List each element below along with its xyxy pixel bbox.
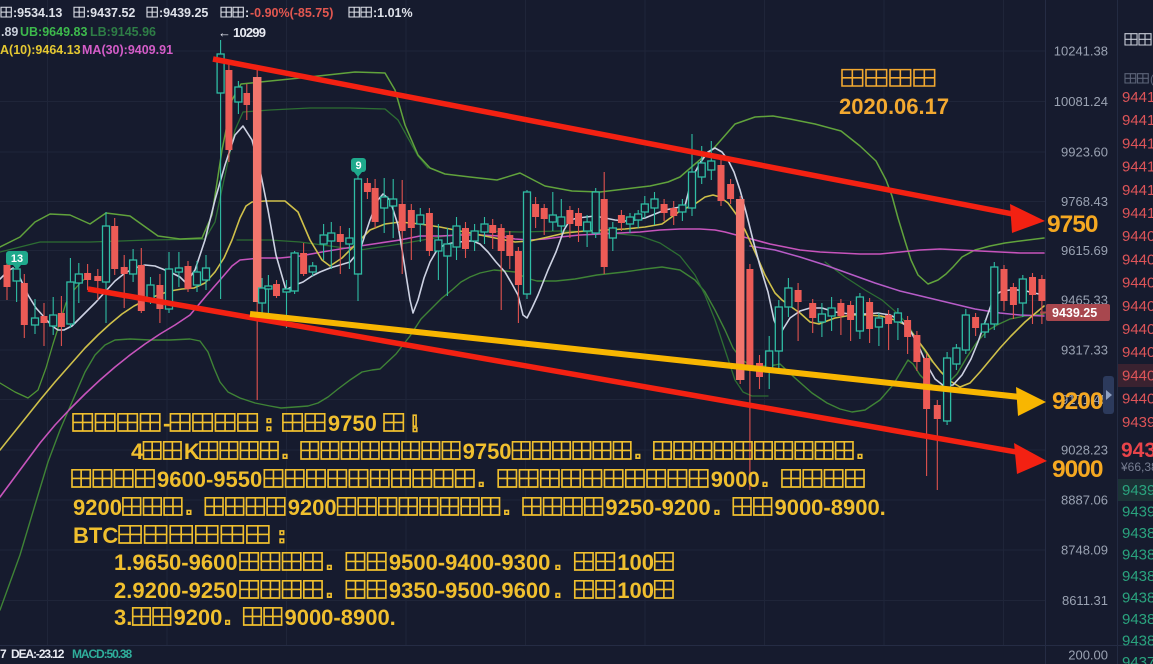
svg-text:4: 4	[131, 439, 144, 464]
svg-text:¥66,386.5: ¥66,386.5	[1120, 460, 1153, 474]
svg-text:2020.06.17: 2020.06.17	[839, 94, 949, 119]
svg-text:9750: 9750	[328, 411, 377, 436]
svg-text:9350-9500-9600: 9350-9500-9600	[389, 578, 550, 603]
svg-text::9534.13: :9534.13	[13, 6, 62, 20]
svg-text:9000: 9000	[711, 467, 760, 492]
svg-text:MA(30):9409.91: MA(30):9409.91	[82, 43, 173, 57]
svg-text:9500-9400-9300: 9500-9400-9300	[389, 550, 550, 575]
svg-text:9000-8900.: 9000-8900.	[284, 605, 395, 630]
svg-text:LB:9145.96: LB:9145.96	[90, 25, 156, 39]
svg-text:9439.2: 9439.2	[1121, 439, 1153, 462]
svg-text:10241.38: 10241.38	[1054, 44, 1108, 59]
svg-text:9441: 9441	[1122, 135, 1153, 152]
svg-text:9440: 9440	[1122, 275, 1153, 292]
svg-text:10081.24: 10081.24	[1054, 94, 1108, 109]
svg-text:1.9650-9600: 1.9650-9600	[114, 550, 238, 575]
svg-text:9440: 9440	[1122, 391, 1153, 408]
svg-text:9768.43: 9768.43	[1061, 194, 1108, 209]
svg-text:-0.90%(-85.75): -0.90%(-85.75)	[250, 6, 333, 20]
svg-text:13: 13	[11, 253, 23, 265]
svg-text:9438: 9438	[1122, 547, 1153, 564]
svg-text:2.9200-9250: 2.9200-9250	[114, 578, 238, 603]
svg-text:9440: 9440	[1122, 251, 1153, 268]
svg-text:9441: 9441	[1122, 159, 1153, 176]
svg-text:9440: 9440	[1122, 321, 1153, 338]
svg-text:9441: 9441	[1122, 89, 1153, 106]
svg-text:K: K	[184, 439, 200, 464]
svg-text:9171.45: 9171.45	[1061, 392, 1108, 407]
svg-text:MACD:50.38: MACD:50.38	[72, 647, 132, 661]
svg-text:9440: 9440	[1122, 344, 1153, 361]
svg-text:9439: 9439	[1122, 482, 1153, 499]
svg-text:9438: 9438	[1122, 590, 1153, 607]
svg-text:9200: 9200	[1052, 388, 1103, 415]
svg-text:9000-8900.: 9000-8900.	[774, 495, 885, 520]
svg-text:9600-9550: 9600-9550	[157, 467, 262, 492]
svg-text:UB:9649.83: UB:9649.83	[20, 25, 87, 39]
svg-text:100: 100	[617, 550, 654, 575]
svg-text:9200: 9200	[288, 495, 337, 520]
svg-text:100: 100	[617, 578, 654, 603]
svg-text:DEA:-23.12: DEA:-23.12	[11, 647, 65, 661]
svg-text:9438: 9438	[1122, 611, 1153, 628]
svg-text:200.00: 200.00	[1068, 648, 1108, 663]
svg-text:9000: 9000	[1052, 456, 1103, 483]
svg-text:3.: 3.	[114, 605, 132, 630]
svg-text:9028.23: 9028.23	[1061, 443, 1108, 458]
svg-text::: :	[245, 6, 249, 20]
svg-text:A(10):9464.13: A(10):9464.13	[0, 43, 81, 57]
svg-text:9317.33: 9317.33	[1061, 343, 1108, 358]
svg-text::9437.52: :9437.52	[86, 6, 135, 20]
svg-text:9439.25: 9439.25	[1052, 306, 1097, 320]
svg-text:9200: 9200	[73, 495, 122, 520]
svg-text:9439: 9439	[1122, 504, 1153, 521]
svg-text:9438: 9438	[1122, 525, 1153, 542]
svg-text:9440: 9440	[1122, 367, 1153, 384]
svg-text:9250-9200: 9250-9200	[605, 495, 710, 520]
svg-text:9440: 9440	[1122, 298, 1153, 315]
svg-text:9437: 9437	[1122, 654, 1153, 664]
svg-text::9439.25: :9439.25	[159, 6, 208, 20]
svg-text:8611.31: 8611.31	[1062, 593, 1108, 608]
svg-text:9923.60: 9923.60	[1061, 145, 1108, 160]
svg-text:9750: 9750	[463, 439, 512, 464]
svg-text:9441: 9441	[1122, 205, 1153, 222]
svg-text:9440: 9440	[1122, 228, 1153, 245]
svg-text:9615.69: 9615.69	[1061, 243, 1108, 258]
svg-text:9: 9	[355, 160, 361, 172]
svg-text:9465.33: 9465.33	[1061, 293, 1108, 308]
svg-text:9441: 9441	[1122, 112, 1153, 129]
svg-text:9200: 9200	[173, 605, 222, 630]
svg-text:9438: 9438	[1122, 568, 1153, 585]
svg-text:9439: 9439	[1122, 414, 1153, 431]
svg-text:BTC: BTC	[73, 523, 118, 548]
svg-text:7: 7	[0, 647, 7, 661]
svg-text:9441: 9441	[1122, 182, 1153, 199]
svg-text:8748.09: 8748.09	[1061, 543, 1108, 558]
svg-text:← 10299: ← 10299	[218, 25, 266, 40]
svg-text:9438: 9438	[1122, 633, 1153, 650]
svg-text:8887.06: 8887.06	[1061, 493, 1108, 508]
svg-text:(: (	[1150, 72, 1153, 86]
svg-text:.89: .89	[1, 25, 18, 39]
svg-text:-: -	[163, 411, 170, 436]
svg-text:9750: 9750	[1047, 211, 1098, 238]
svg-text::1.01%: :1.01%	[373, 6, 413, 20]
